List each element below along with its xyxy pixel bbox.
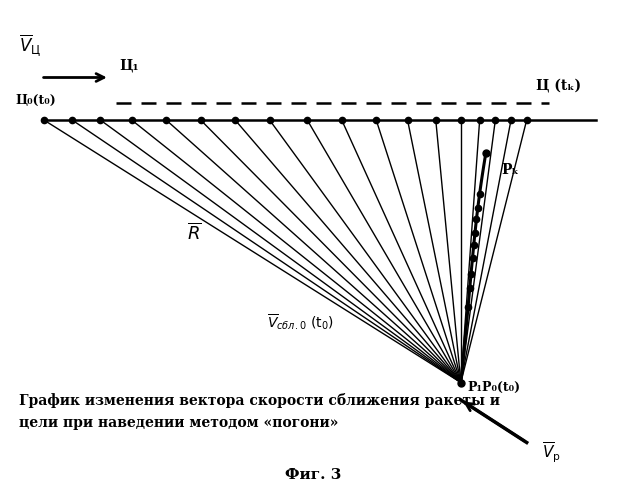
Text: Фиг. 3: Фиг. 3 xyxy=(285,468,342,482)
Text: $\overline{V}_{\mathsf{Ц}}$: $\overline{V}_{\mathsf{Ц}}$ xyxy=(19,32,41,58)
Text: График изменения вектора скорости сближения ракеты и: График изменения вектора скорости сближе… xyxy=(19,392,500,407)
Text: Ц (tₖ): Ц (tₖ) xyxy=(536,78,581,92)
Text: $\overline{R}$: $\overline{R}$ xyxy=(187,222,202,243)
Text: $\overline{V}_{сбл.0}\ (\mathrm{t}_0)$: $\overline{V}_{сбл.0}\ (\mathrm{t}_0)$ xyxy=(268,312,334,332)
Text: Ц₀(t₀): Ц₀(t₀) xyxy=(16,94,56,106)
Text: Pₖ: Pₖ xyxy=(502,163,519,177)
Text: P₁P₀(t₀): P₁P₀(t₀) xyxy=(467,381,520,394)
Text: Ц₁: Ц₁ xyxy=(119,58,139,72)
Text: $\overline{V}_{\mathsf{р}}$: $\overline{V}_{\mathsf{р}}$ xyxy=(542,440,561,464)
Text: цели при наведении методом «погони»: цели при наведении методом «погони» xyxy=(19,416,338,430)
